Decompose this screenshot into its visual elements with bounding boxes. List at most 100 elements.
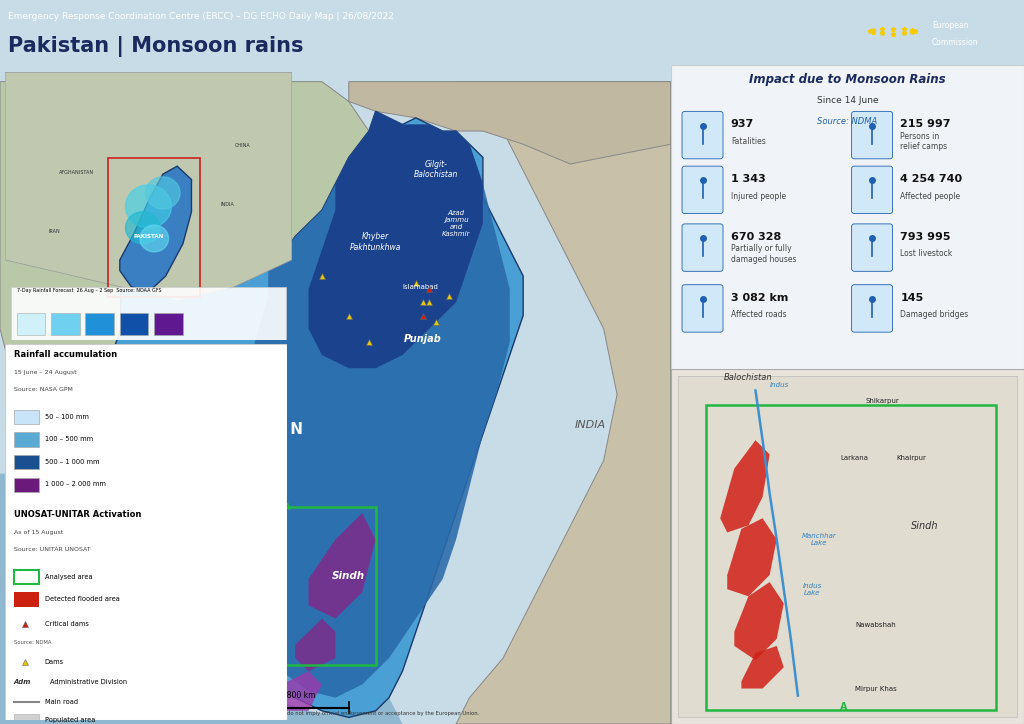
Polygon shape bbox=[174, 434, 215, 480]
Text: Indus
Lake: Indus Lake bbox=[803, 583, 821, 596]
Text: Fatalities: Fatalities bbox=[731, 137, 766, 146]
Text: 3 082 km: 3 082 km bbox=[731, 292, 788, 303]
FancyBboxPatch shape bbox=[852, 166, 893, 214]
Polygon shape bbox=[120, 166, 191, 292]
Text: IRAN: IRAN bbox=[48, 229, 59, 234]
Text: 15 June – 24 August: 15 June – 24 August bbox=[13, 370, 76, 375]
Text: 500 – 1 000 mm: 500 – 1 000 mm bbox=[45, 459, 99, 465]
Circle shape bbox=[126, 185, 171, 228]
Bar bbox=[13, 592, 39, 607]
Bar bbox=[282, 507, 376, 665]
Polygon shape bbox=[295, 618, 336, 671]
Text: 0       400       800 km: 0 400 800 km bbox=[234, 691, 315, 699]
Text: Critical dams: Critical dams bbox=[45, 620, 88, 627]
FancyBboxPatch shape bbox=[682, 111, 723, 159]
Text: AFGHANISTAN: AFGHANISTAN bbox=[59, 170, 94, 175]
Polygon shape bbox=[134, 82, 369, 289]
Text: Source: NDMA: Source: NDMA bbox=[13, 639, 51, 644]
Polygon shape bbox=[282, 671, 322, 711]
Bar bbox=[13, 432, 39, 447]
Text: Dams: Dams bbox=[45, 660, 63, 665]
Text: IRAN: IRAN bbox=[55, 347, 79, 357]
Text: P A K I S T A N: P A K I S T A N bbox=[180, 422, 303, 437]
Bar bbox=[16, 313, 45, 335]
FancyBboxPatch shape bbox=[852, 111, 893, 159]
Polygon shape bbox=[5, 72, 292, 300]
Text: Injured people: Injured people bbox=[731, 192, 785, 201]
Bar bbox=[707, 405, 995, 710]
Text: 215 997: 215 997 bbox=[900, 119, 951, 130]
Text: PAKISTAN: PAKISTAN bbox=[133, 235, 164, 240]
Polygon shape bbox=[187, 361, 255, 434]
Text: Damaged bridges: Damaged bridges bbox=[900, 311, 969, 319]
Text: 145: 145 bbox=[900, 292, 924, 303]
Text: Impact due to Monsoon Rains: Impact due to Monsoon Rains bbox=[749, 72, 946, 85]
Polygon shape bbox=[727, 518, 777, 597]
Text: AFGHANISTAN: AFGHANISTAN bbox=[197, 203, 260, 212]
Polygon shape bbox=[456, 82, 671, 724]
Polygon shape bbox=[720, 440, 770, 532]
Text: 1 000 – 2 000 mm: 1 000 – 2 000 mm bbox=[45, 481, 105, 487]
Text: UNOSAT-UNITAR Activation: UNOSAT-UNITAR Activation bbox=[13, 510, 141, 518]
Text: Adm: Adm bbox=[13, 679, 31, 686]
Text: Khyber
Pakhtunkhwa: Khyber Pakhtunkhwa bbox=[350, 232, 401, 252]
Text: Shikarpur: Shikarpur bbox=[866, 398, 899, 404]
FancyBboxPatch shape bbox=[852, 224, 893, 272]
Text: Punjab: Punjab bbox=[403, 334, 441, 344]
Text: 50 – 100 mm: 50 – 100 mm bbox=[45, 413, 88, 420]
Text: Populated area: Populated area bbox=[45, 717, 95, 723]
FancyBboxPatch shape bbox=[682, 224, 723, 272]
Text: © European Union, 2022. Map produced by the JRC. The boundaries and the names sh: © European Union, 2022. Map produced by … bbox=[13, 710, 479, 716]
Text: Khairpur: Khairpur bbox=[896, 455, 926, 461]
Polygon shape bbox=[308, 513, 376, 618]
Text: Persons in
relief camps: Persons in relief camps bbox=[900, 132, 947, 151]
Bar bbox=[11, 287, 286, 340]
Text: Lost livestock: Lost livestock bbox=[900, 250, 952, 258]
Bar bbox=[13, 570, 39, 584]
Text: Pakistan | Monsoon rains: Pakistan | Monsoon rains bbox=[8, 35, 304, 57]
Text: Arabian
Sea: Arabian Sea bbox=[183, 673, 219, 693]
Text: Partially or fully
damaged houses: Partially or fully damaged houses bbox=[731, 244, 797, 264]
Text: Islamabad: Islamabad bbox=[402, 284, 438, 290]
Bar bbox=[51, 313, 80, 335]
Text: A: A bbox=[284, 503, 290, 512]
Text: Nawabshah: Nawabshah bbox=[855, 622, 896, 628]
Polygon shape bbox=[734, 582, 783, 660]
Text: Larkana: Larkana bbox=[841, 455, 868, 461]
Polygon shape bbox=[0, 473, 402, 724]
Circle shape bbox=[145, 177, 180, 209]
Circle shape bbox=[126, 211, 160, 244]
Polygon shape bbox=[741, 646, 783, 689]
Text: Manchhar
Lake: Manchhar Lake bbox=[802, 533, 837, 546]
Text: 793 995: 793 995 bbox=[900, 232, 951, 242]
Text: Source: UNITAR UNOSAT: Source: UNITAR UNOSAT bbox=[13, 547, 90, 552]
Text: Indus: Indus bbox=[770, 382, 788, 388]
Polygon shape bbox=[215, 111, 510, 698]
Text: Detected flooded area: Detected flooded area bbox=[45, 596, 120, 602]
FancyBboxPatch shape bbox=[852, 285, 893, 332]
Text: Analysed area: Analysed area bbox=[45, 573, 92, 580]
Text: Source: NASA GPM: Source: NASA GPM bbox=[13, 387, 73, 392]
Text: As of 15 August: As of 15 August bbox=[13, 530, 62, 535]
Text: 670 328: 670 328 bbox=[731, 232, 781, 242]
Bar bbox=[85, 313, 114, 335]
Text: Commission: Commission bbox=[932, 38, 979, 47]
Text: Balochistan: Balochistan bbox=[160, 492, 216, 502]
Circle shape bbox=[140, 225, 169, 252]
Text: Azad
Jammu
and
Kashmir: Azad Jammu and Kashmir bbox=[441, 211, 470, 237]
Polygon shape bbox=[0, 82, 171, 473]
Text: Emergency Response Coordination Centre (ERCC) – DG ECHO Daily Map | 26/08/2022: Emergency Response Coordination Centre (… bbox=[8, 12, 394, 21]
Text: Mirpur Khas: Mirpur Khas bbox=[855, 686, 896, 691]
Bar bbox=[13, 410, 39, 424]
Text: Rainfall accumulation: Rainfall accumulation bbox=[13, 350, 117, 358]
Polygon shape bbox=[308, 111, 483, 369]
Text: Affected people: Affected people bbox=[900, 192, 961, 201]
Polygon shape bbox=[108, 111, 523, 717]
Text: Source: NDMA: Source: NDMA bbox=[817, 117, 878, 126]
Bar bbox=[13, 455, 39, 469]
Text: Affected roads: Affected roads bbox=[731, 311, 786, 319]
Text: 7-Day Rainfall Forecast  26 Aug – 2 Sep  Source: NOAA GFS: 7-Day Rainfall Forecast 26 Aug – 2 Sep S… bbox=[16, 288, 161, 293]
Text: Sindh: Sindh bbox=[911, 521, 938, 531]
Bar bbox=[13, 714, 39, 724]
Text: 100 – 500 mm: 100 – 500 mm bbox=[45, 436, 92, 442]
